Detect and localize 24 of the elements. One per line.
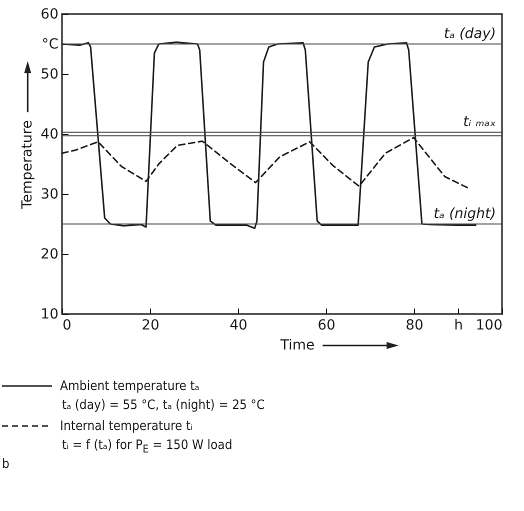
ref-line-label: tᵢ ₘₐₓ [463,114,496,130]
y-tick-label: °C [42,36,59,52]
ref-line-label: tₐ (night) [434,206,496,222]
x-tick-label: 80 [406,318,424,334]
ref-line-label: tₐ (day) [444,26,496,42]
y-tick-label: 30 [40,186,58,202]
x-tick-label: 0 [62,318,72,334]
y-tick-label: 20 [40,246,58,262]
x-tick-label: 60 [318,318,336,334]
x-tick-label: 20 [142,318,160,334]
x-tick-label: 100 [476,318,502,334]
x-axis-title: Time [279,338,315,354]
y-tick-label: 40 [40,126,58,142]
text: b [2,456,10,474]
x-tick-label: 40 [230,318,248,334]
y-tick-label: 10 [40,306,58,322]
y-tick-label: 60 [40,6,58,22]
legend-label: Internal temperature tᵢ [60,418,193,434]
y-tick-label: 50 [40,66,58,82]
y-axis-title: Temperature [20,120,36,210]
legend-label: Ambient temperature tₐ [60,378,200,394]
text: tᵢ = f (tₐ) for P$_{E}$ = 150 W load [61,437,234,456]
x-tick-label: h [454,318,463,334]
text: tₐ (day) = 55 °C, tₐ (night) = 25 °C [61,397,266,415]
